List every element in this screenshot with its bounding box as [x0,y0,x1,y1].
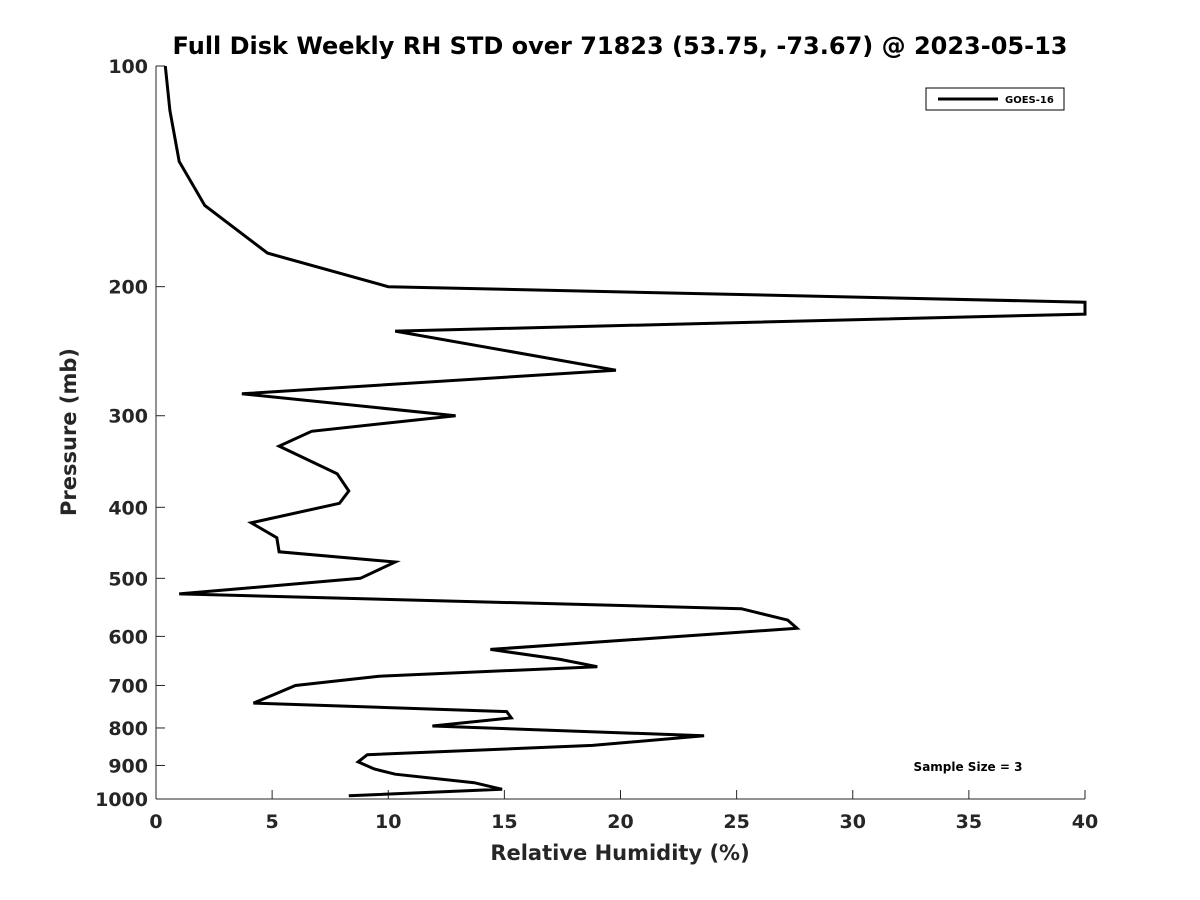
x-tick-label: 15 [491,811,517,833]
y-tick-label: 700 [108,675,148,697]
series-line-goes-16 [163,65,1087,798]
y-tick-label: 400 [108,497,148,519]
x-tick-label: 25 [723,811,749,833]
x-tick-label: 40 [1072,811,1098,833]
x-tick-label: 20 [607,811,633,833]
plot-area [163,65,1087,798]
x-tick-label: 0 [149,811,162,833]
y-axis-ticks: 100 200 300 400 500 600 700 800 900 1000 [95,56,165,811]
chart-title: Full Disk Weekly RH STD over 71823 (53.7… [173,32,1068,60]
y-tick-label: 900 [108,755,148,777]
y-axis-label: Pressure (mb) [57,348,81,516]
x-tick-label: 30 [840,811,866,833]
sample-size-annotation: Sample Size = 3 [914,760,1023,774]
x-tick-label: 10 [375,811,401,833]
y-tick-label: 300 [108,406,148,428]
y-tick-label: 600 [108,626,148,648]
axes [155,66,1085,800]
x-tick-label: 5 [266,811,279,833]
y-tick-label: 100 [108,56,148,78]
y-tick-label: 1000 [95,789,148,811]
legend: GOES-16 [925,87,1065,111]
y-tick-label: 500 [108,568,148,590]
y-tick-label: 200 [108,277,148,299]
x-tick-label: 35 [956,811,982,833]
x-axis-ticks: 0 5 10 15 20 25 30 35 40 [149,790,1098,833]
legend-label-goes-16: GOES-16 [1005,95,1054,106]
y-tick-label: 800 [108,718,148,740]
x-axis-label: Relative Humidity (%) [490,841,749,865]
